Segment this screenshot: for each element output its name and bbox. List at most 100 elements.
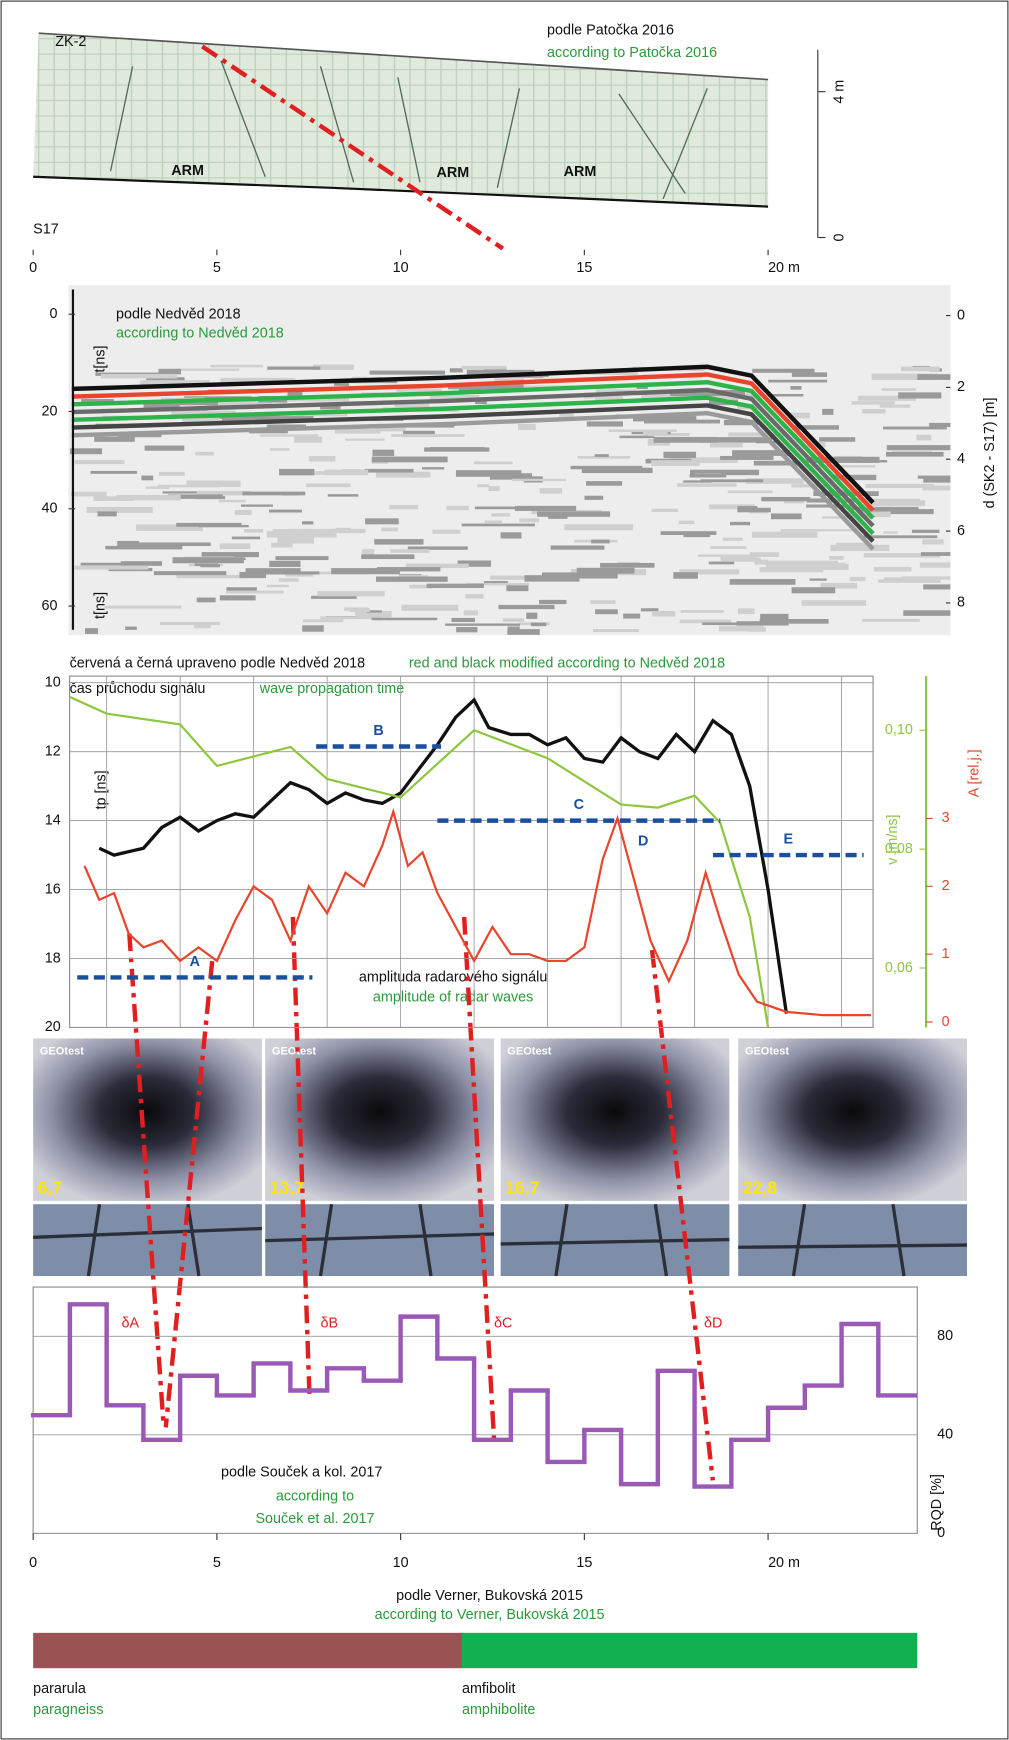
radar-noise [792, 372, 827, 377]
radar-noise [279, 469, 314, 475]
radar-noise [451, 618, 475, 622]
radar-noise [376, 576, 448, 581]
y2-tick-label: 4 [957, 451, 965, 467]
lithology-label: amphibolite [462, 1702, 535, 1718]
lithology-segment [33, 1633, 462, 1668]
y-tick-label: 40 [937, 1427, 953, 1443]
radar-noise [461, 366, 505, 370]
lithology-label: pararula [33, 1681, 86, 1697]
radar-noise [176, 523, 241, 527]
radar-noise [294, 436, 322, 442]
radar-noise [600, 563, 654, 568]
radar-noise [154, 571, 226, 575]
radar-noise [270, 448, 290, 450]
radar-noise [361, 554, 414, 559]
radar-noise [365, 518, 399, 524]
y2-axis-label: d (SK2 - S17) [m] [982, 398, 998, 509]
radar-noise [663, 452, 696, 458]
radar-noise [269, 561, 300, 567]
radar-noise [752, 532, 818, 538]
y-tick-label: 40 [41, 501, 57, 517]
y-tick-label: 20 [41, 403, 57, 419]
radar-noise [173, 557, 244, 563]
radar-noise [720, 456, 774, 460]
radar-noise [887, 445, 951, 450]
y-tick-label: 14 [45, 812, 61, 828]
level-label: B [373, 723, 383, 739]
panel-subtitle: according to Patočka 2016 [547, 45, 717, 61]
core-photo [738, 1204, 967, 1276]
y-axis-label: t[ns] [92, 592, 108, 619]
radar-noise [269, 510, 302, 513]
radar-noise [81, 563, 124, 566]
radar-noise [721, 557, 758, 562]
y-axis-label: RQD [%] [929, 1474, 945, 1531]
y-tick-label: 60 [41, 598, 57, 614]
x-tick-label: 15 [576, 260, 592, 276]
radar-noise [922, 539, 943, 544]
radar-noise [918, 476, 951, 479]
panel-subtitle: red and black modified according to Nedv… [409, 656, 725, 672]
radar-noise [730, 522, 750, 525]
series-label: amplituda radarového signálu [359, 970, 547, 986]
radar-noise [318, 529, 365, 533]
radar-noise [176, 575, 246, 578]
radar-noise [317, 591, 384, 596]
radar-noise [862, 409, 885, 413]
radar-noise [146, 486, 169, 489]
photo-logo: GEOtest [272, 1046, 316, 1058]
radar-noise [652, 611, 675, 617]
level-label: D [638, 834, 648, 850]
panel-title: podle Verner, Bukovská 2015 [396, 1588, 583, 1604]
panel-title: podle Patočka 2016 [547, 23, 674, 39]
radar-noise [85, 628, 98, 634]
radar-noise [590, 600, 615, 604]
radar-noise [303, 619, 343, 622]
x-tick-label: 10 [393, 1555, 409, 1571]
radar-noise [325, 470, 368, 476]
y-tick-label: 16 [45, 881, 61, 897]
radar-noise [903, 610, 950, 616]
x-tick-label: 5 [213, 260, 221, 276]
radar-noise [267, 366, 320, 369]
y3-tick-label: 0 [942, 1014, 950, 1030]
series-line [99, 700, 786, 1014]
radar-noise [582, 468, 653, 473]
radar-noise [365, 469, 414, 473]
panel-subtitle: according to Verner, Bukovská 2015 [375, 1607, 605, 1623]
radar-noise [501, 532, 522, 538]
radar-noise [445, 623, 520, 625]
radar-noise [515, 506, 576, 511]
radar-noise [923, 584, 950, 589]
radar-noise [850, 577, 866, 581]
panel-subtitle: according to Nedvěd 2018 [116, 325, 284, 341]
radar-noise [488, 486, 499, 491]
map-label: ARM [171, 163, 204, 179]
y-tick-label: 10 [45, 675, 61, 691]
radar-noise [593, 629, 639, 632]
correlation-label: δB [320, 1315, 338, 1331]
radar-noise [679, 521, 695, 524]
y2-tick-label: 0,06 [885, 960, 913, 976]
frame [1, 1, 1008, 1739]
radar-noise [728, 490, 773, 493]
correlation-label: δC [494, 1315, 512, 1331]
radar-noise [862, 619, 919, 622]
radar-noise [595, 609, 618, 614]
radar-noise [239, 572, 265, 578]
x-tick-label: 0 [29, 1555, 37, 1571]
radar-noise [766, 561, 838, 567]
y2-tick-label: 0,08 [885, 841, 913, 857]
radar-noise [819, 437, 855, 442]
y-tick-label: 0 [937, 1525, 945, 1541]
correlation-label: δD [704, 1315, 722, 1331]
y-tick-label: 0 [832, 234, 848, 242]
radar-noise [202, 552, 259, 557]
radar-noise [916, 435, 931, 441]
radar-noise [752, 369, 814, 373]
radar-noise [771, 513, 802, 519]
radar-noise [456, 627, 477, 632]
panel-subtitle: Souček et al. 2017 [255, 1511, 374, 1527]
radar-noise [464, 610, 478, 615]
radar-noise [389, 505, 418, 509]
